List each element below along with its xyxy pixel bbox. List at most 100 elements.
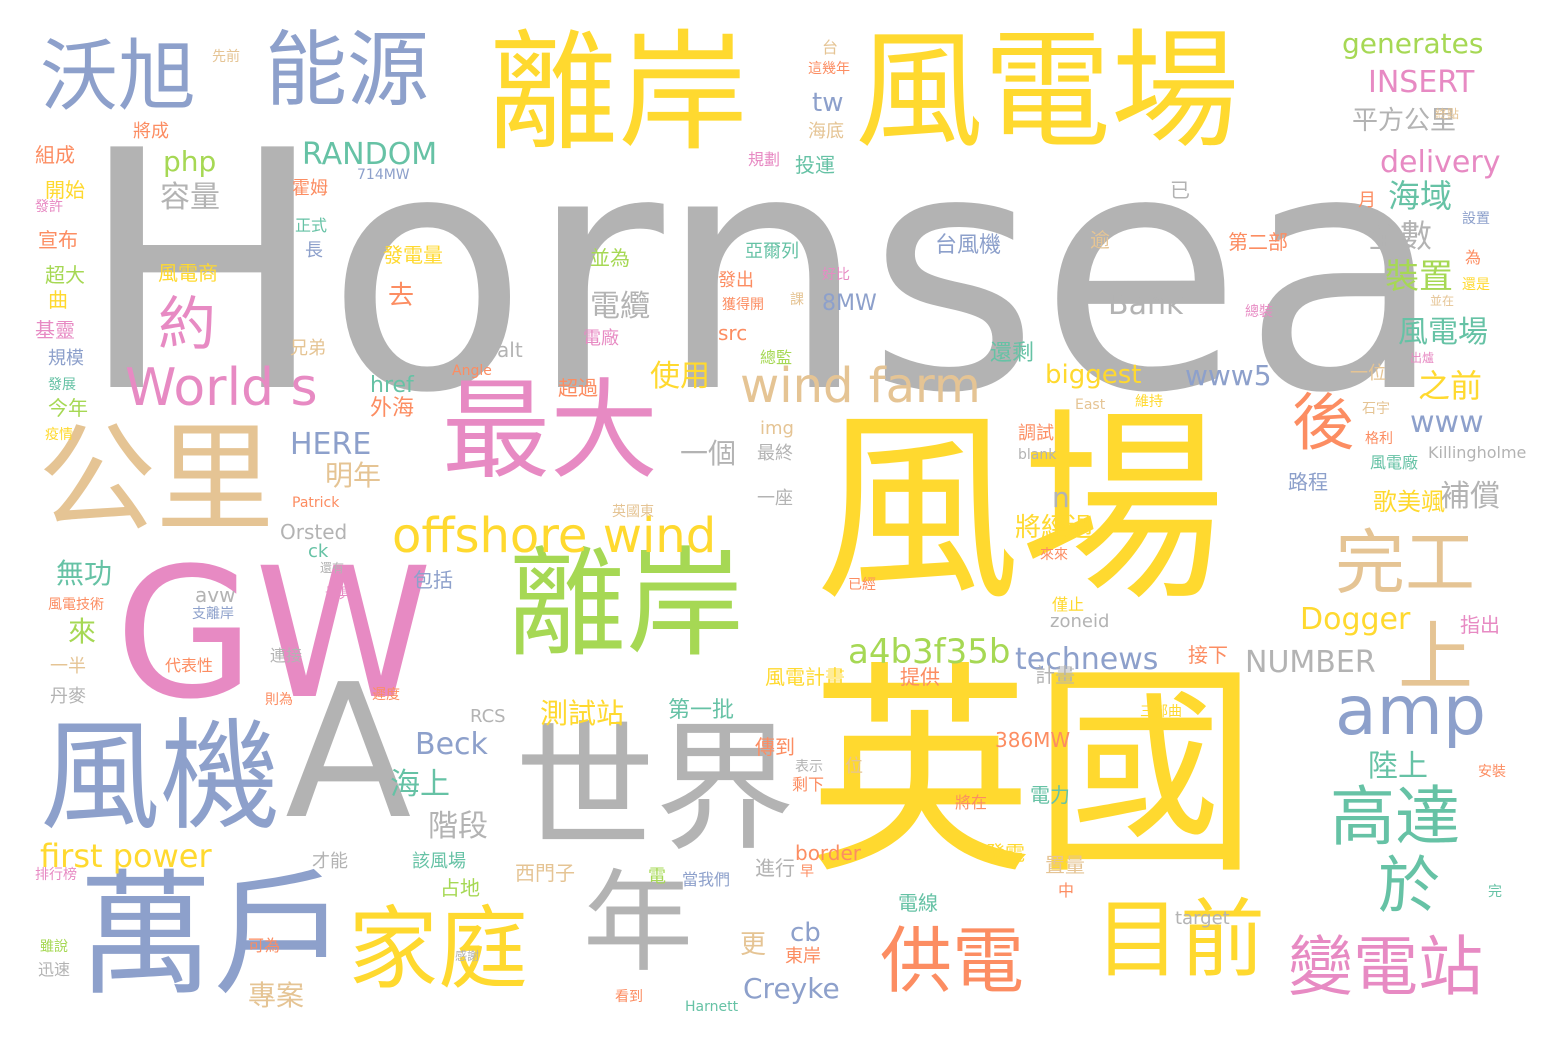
cloud-word: 明年 [325, 459, 382, 492]
cloud-word: 電纜 [590, 289, 650, 324]
cloud-word: 714MW [357, 167, 410, 183]
cloud-word: 中 [1058, 881, 1075, 900]
cloud-word: 離岸 [508, 535, 745, 673]
cloud-word: zoneid [1050, 611, 1110, 632]
cloud-word: 電廠 [583, 328, 619, 349]
cloud-word: 全數 [1368, 217, 1433, 255]
cloud-word: 將經過 [1015, 513, 1094, 543]
cloud-word: cb [790, 918, 821, 948]
cloud-word: 表示 [795, 759, 823, 775]
cloud-word: 開始 [45, 178, 85, 202]
cloud-word: 超過 [558, 376, 598, 400]
cloud-word: 發電 [985, 841, 1025, 865]
cloud-word: 發展 [48, 377, 76, 393]
cloud-word: 並為 [590, 246, 630, 270]
cloud-word: 包括 [413, 568, 453, 592]
cloud-word: 進行 [755, 856, 795, 880]
cloud-word: 最大 [442, 369, 659, 494]
cloud-word: 能源 [265, 23, 430, 118]
cloud-word: 已經 [848, 577, 876, 593]
cloud-word: 一座 [757, 488, 793, 509]
cloud-word: 當我們 [682, 870, 731, 889]
cloud-word: 占地 [440, 876, 480, 900]
cloud-word: 風電商 [158, 261, 218, 285]
cloud-word: World s [125, 358, 318, 418]
cloud-word: 路程 [1288, 470, 1328, 494]
cloud-word: 西門子 [515, 861, 575, 885]
cloud-word: 風電計畫 [765, 665, 845, 689]
cloud-word: 最具 [325, 586, 353, 602]
cloud-word: ck [308, 541, 329, 562]
cloud-word: 兄弟 [290, 338, 326, 359]
cloud-word: 計畫 [1035, 663, 1075, 687]
cloud-word: 發許 [35, 199, 63, 215]
cloud-word: 格利 [1365, 431, 1393, 447]
cloud-word: 電線 [898, 891, 938, 915]
cloud-word: 來來 [1040, 547, 1068, 563]
cloud-word: 代表性 [165, 656, 214, 675]
cloud-word: 置量 [1045, 853, 1085, 877]
cloud-word: 終點 [1435, 107, 1460, 121]
cloud-word: 上 [1398, 613, 1474, 701]
cloud-word: 雖說 [40, 939, 68, 955]
cloud-word: 裝置 [1385, 257, 1453, 297]
cloud-word: 第一批 [668, 698, 735, 723]
cloud-word: 海底 [808, 121, 844, 142]
cloud-word: 台風機 [935, 233, 1002, 258]
cloud-word: 先前 [212, 49, 240, 65]
cloud-word: 電力 [1030, 783, 1070, 807]
cloud-word: avw [195, 583, 236, 607]
cloud-word: 一半 [50, 656, 86, 677]
cloud-word: 並在 [1430, 294, 1455, 308]
cloud-word: Hornsea [78, 81, 1445, 465]
cloud-word: Angle [452, 363, 492, 379]
cloud-word: 將在 [955, 793, 988, 812]
cloud-word: 總監 [760, 348, 793, 367]
cloud-word: delivery [1380, 145, 1501, 180]
cloud-word: 8MW [822, 291, 877, 316]
cloud-word: 好比 [822, 267, 850, 283]
cloud-word: 發電量 [383, 243, 443, 267]
cloud-word: 一個 [680, 437, 737, 470]
cloud-word: 支離岸 [192, 606, 234, 622]
cloud-word: 該風場 [412, 851, 466, 872]
cloud-word: Creyke [743, 972, 840, 1005]
cloud-word: 目前 [1095, 891, 1266, 990]
cloud-word: 風電場 [1398, 315, 1488, 350]
cloud-word: 亞爾列 [745, 241, 799, 262]
cloud-word: 接下 [1188, 643, 1228, 667]
cloud-word: 剩下 [792, 775, 825, 794]
cloud-word: 測試站 [540, 697, 625, 730]
cloud-word: php [163, 145, 217, 178]
cloud-word: 設置 [1462, 211, 1490, 227]
cloud-word: Killingholme [1428, 443, 1527, 462]
cloud-word: 投運 [795, 153, 835, 177]
cloud-word: HERE [290, 427, 372, 462]
cloud-word: 排行榜 [35, 867, 77, 883]
cloud-word: 則為 [265, 692, 293, 708]
cloud-word: 一位 [1350, 363, 1386, 384]
cloud-word: 才能 [312, 851, 348, 872]
cloud-word: 安裝 [1478, 764, 1506, 780]
cloud-word: 供電 [880, 919, 1025, 1003]
cloud-word: 完工 [1335, 522, 1475, 604]
cloud-word: 曲 [48, 288, 68, 312]
cloud-word: 風電場 [855, 17, 1240, 166]
cloud-word: GW [115, 530, 433, 739]
cloud-word: 去 [388, 281, 415, 311]
cloud-word: 長 [305, 240, 323, 261]
cloud-word: biggest [1045, 360, 1142, 390]
cloud-word: n [1052, 481, 1070, 514]
cloud-word: 宣布 [38, 228, 78, 252]
cloud-word: wind farm [740, 358, 981, 414]
cloud-word: 後 [1292, 386, 1355, 459]
cloud-word: 組成 [35, 143, 75, 167]
cloud-word: www5 [1185, 359, 1272, 392]
cloud-word: Patrick [292, 495, 340, 511]
cloud-word: 風機 [40, 708, 280, 847]
cloud-word: 來 [68, 615, 97, 648]
cloud-word: 獲得開 [722, 297, 764, 313]
cloud-word: 調試 [1018, 423, 1054, 444]
cloud-word: 最終 [757, 443, 793, 464]
